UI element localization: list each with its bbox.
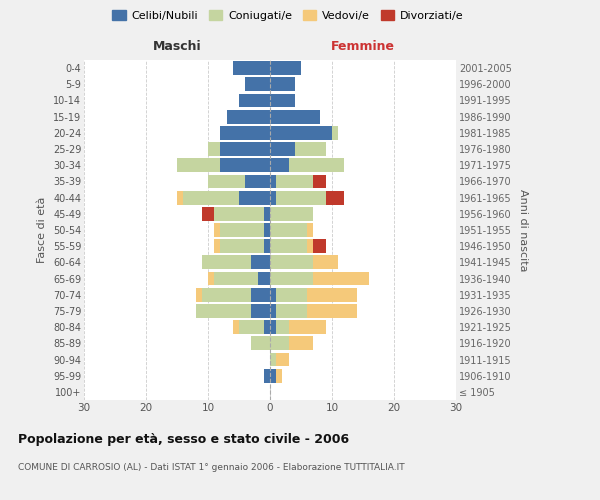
Bar bbox=[270, 174, 276, 188]
Bar bbox=[289, 320, 326, 334]
Bar bbox=[208, 272, 214, 285]
Bar bbox=[264, 320, 270, 334]
Bar bbox=[332, 126, 338, 140]
Bar bbox=[227, 110, 270, 124]
Bar bbox=[270, 352, 276, 366]
Bar bbox=[214, 207, 264, 220]
Bar bbox=[239, 320, 264, 334]
Bar bbox=[196, 304, 251, 318]
Bar bbox=[270, 142, 295, 156]
Bar bbox=[264, 207, 270, 220]
Bar bbox=[270, 336, 289, 350]
Bar bbox=[326, 190, 344, 204]
Bar bbox=[220, 142, 270, 156]
Bar bbox=[264, 369, 270, 382]
Bar bbox=[270, 304, 276, 318]
Bar bbox=[196, 288, 202, 302]
Bar bbox=[276, 190, 326, 204]
Bar bbox=[289, 336, 313, 350]
Bar bbox=[313, 272, 369, 285]
Bar bbox=[177, 190, 183, 204]
Bar bbox=[270, 94, 295, 108]
Bar bbox=[214, 223, 220, 237]
Bar bbox=[307, 288, 357, 302]
Text: Maschi: Maschi bbox=[152, 40, 202, 52]
Text: COMUNE DI CARROSIO (AL) - Dati ISTAT 1° gennaio 2006 - Elaborazione TUTTITALIA.I: COMUNE DI CARROSIO (AL) - Dati ISTAT 1° … bbox=[18, 462, 404, 471]
Bar bbox=[251, 304, 270, 318]
Bar bbox=[239, 190, 270, 204]
Bar bbox=[289, 158, 344, 172]
Bar bbox=[251, 288, 270, 302]
Text: Popolazione per età, sesso e stato civile - 2006: Popolazione per età, sesso e stato civil… bbox=[18, 432, 349, 446]
Bar bbox=[208, 142, 220, 156]
Bar bbox=[313, 256, 338, 270]
Bar bbox=[245, 174, 270, 188]
Text: Femmine: Femmine bbox=[331, 40, 395, 52]
Bar bbox=[233, 61, 270, 75]
Bar bbox=[264, 240, 270, 253]
Bar bbox=[313, 240, 326, 253]
Bar bbox=[220, 223, 264, 237]
Bar bbox=[270, 78, 295, 91]
Bar bbox=[295, 142, 326, 156]
Bar bbox=[264, 223, 270, 237]
Bar bbox=[276, 320, 289, 334]
Bar bbox=[276, 174, 313, 188]
Bar bbox=[276, 304, 307, 318]
Y-axis label: Anni di nascita: Anni di nascita bbox=[518, 188, 529, 271]
Bar bbox=[276, 352, 289, 366]
Bar bbox=[307, 304, 357, 318]
Bar bbox=[270, 320, 276, 334]
Bar bbox=[270, 369, 276, 382]
Bar bbox=[239, 94, 270, 108]
Bar bbox=[220, 240, 264, 253]
Bar bbox=[214, 272, 257, 285]
Bar bbox=[202, 288, 251, 302]
Bar bbox=[276, 288, 307, 302]
Bar bbox=[270, 110, 320, 124]
Legend: Celibi/Nubili, Coniugati/e, Vedovi/e, Divorziati/e: Celibi/Nubili, Coniugati/e, Vedovi/e, Di… bbox=[108, 6, 468, 25]
Bar bbox=[245, 78, 270, 91]
Bar bbox=[270, 223, 307, 237]
Bar bbox=[270, 61, 301, 75]
Bar bbox=[307, 240, 313, 253]
Bar bbox=[220, 158, 270, 172]
Bar bbox=[270, 190, 276, 204]
Bar bbox=[233, 320, 239, 334]
Y-axis label: Fasce di età: Fasce di età bbox=[37, 197, 47, 263]
Bar bbox=[313, 174, 326, 188]
Bar bbox=[270, 240, 307, 253]
Bar bbox=[270, 158, 289, 172]
Bar bbox=[270, 126, 332, 140]
Bar bbox=[251, 256, 270, 270]
Bar bbox=[270, 272, 313, 285]
Bar bbox=[270, 207, 313, 220]
Bar bbox=[270, 288, 276, 302]
Bar bbox=[257, 272, 270, 285]
Bar bbox=[276, 369, 283, 382]
Bar bbox=[177, 158, 220, 172]
Bar bbox=[270, 256, 313, 270]
Bar bbox=[208, 174, 245, 188]
Bar bbox=[307, 223, 313, 237]
Bar bbox=[202, 207, 214, 220]
Bar bbox=[183, 190, 239, 204]
Bar bbox=[220, 126, 270, 140]
Bar bbox=[214, 240, 220, 253]
Bar bbox=[251, 336, 270, 350]
Bar bbox=[202, 256, 251, 270]
